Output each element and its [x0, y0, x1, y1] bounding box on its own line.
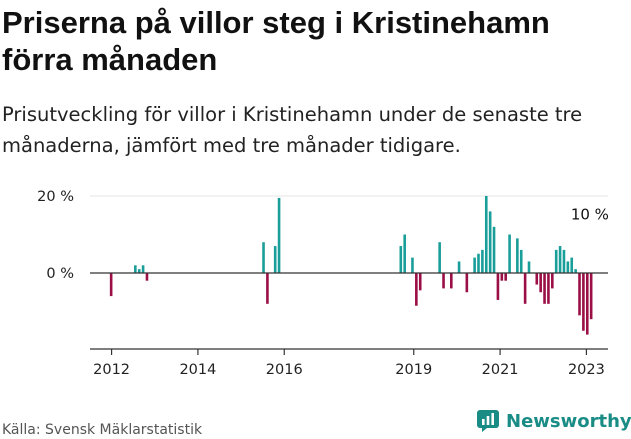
bar-39 — [558, 246, 562, 273]
brand-name: Newsworthy — [506, 410, 631, 432]
bar-19 — [473, 257, 476, 273]
bar-45 — [582, 273, 585, 331]
bar-31 — [523, 273, 527, 304]
bar-37 — [551, 273, 554, 289]
bar-chart: 20 % 0 % 2012 2014 2016 2019 2021 2023 10 % — [37, 189, 609, 378]
last-value-annotation: 10 % — [571, 206, 609, 224]
x-tick-label-5: 2023 — [568, 362, 605, 378]
bar-42 — [570, 257, 574, 273]
bar-22 — [484, 196, 488, 273]
bar-1 — [134, 265, 137, 273]
bar-24 — [492, 226, 496, 273]
bars — [109, 196, 593, 335]
newsworthy-logo[interactable]: Newsworthy — [476, 409, 631, 433]
bar-40 — [562, 249, 566, 273]
bar-10 — [403, 234, 406, 273]
bar-33 — [535, 273, 539, 285]
bar-36 — [547, 273, 550, 304]
bar-0 — [109, 273, 113, 297]
chart-subtitle: Prisutveckling för villor i Kristinehamn… — [2, 103, 583, 157]
bar-16 — [450, 273, 453, 289]
bar-38 — [554, 249, 558, 273]
y-tick-labels: 20 % 0 % — [37, 189, 74, 282]
bar-7 — [273, 246, 277, 273]
x-tick-label-1: 2014 — [179, 362, 216, 378]
bar-4 — [145, 273, 149, 281]
bar-9 — [399, 246, 403, 273]
bar-27 — [504, 273, 507, 281]
source-note: Källa: Svensk Mäklarstatistik — [2, 422, 203, 438]
bar-13 — [418, 273, 422, 291]
x-tick-label-4: 2021 — [482, 362, 519, 378]
bar-41 — [566, 261, 570, 273]
bar-17 — [457, 261, 461, 273]
y-tick-label-0: 20 % — [37, 189, 74, 205]
bar-44 — [578, 273, 581, 316]
bar-15 — [442, 273, 445, 289]
bar-8 — [277, 197, 281, 273]
x-tick-label-0: 2012 — [93, 362, 130, 378]
bar-2 — [137, 269, 141, 273]
y-tick-label-1: 0 % — [46, 266, 74, 282]
x-tick-label-2: 2016 — [266, 362, 303, 378]
bar-29 — [516, 238, 519, 273]
bar-32 — [527, 261, 531, 273]
bar-11 — [411, 257, 414, 273]
newsworthy-logo-icon — [477, 410, 499, 432]
bar-18 — [465, 273, 469, 293]
bar-14 — [438, 242, 441, 273]
bar-47 — [589, 273, 593, 320]
bar-20 — [477, 253, 480, 273]
bar-25 — [496, 273, 500, 300]
bar-26 — [500, 273, 504, 281]
chart-title: Priserna på villor steg i Kristinehamn f… — [2, 5, 550, 77]
bar-23 — [488, 211, 492, 273]
bar-34 — [539, 273, 542, 293]
bar-30 — [519, 249, 523, 273]
bar-35 — [543, 273, 546, 304]
x-ticks: 2012 2014 2016 2019 2021 2023 — [93, 349, 605, 378]
bar-5 — [262, 242, 265, 273]
bar-3 — [141, 265, 145, 273]
x-tick-label-3: 2019 — [395, 362, 432, 378]
bar-6 — [266, 273, 269, 304]
bar-12 — [415, 273, 418, 306]
bar-43 — [574, 269, 577, 273]
bar-28 — [508, 234, 511, 273]
bar-21 — [481, 249, 484, 273]
bar-46 — [585, 273, 589, 335]
